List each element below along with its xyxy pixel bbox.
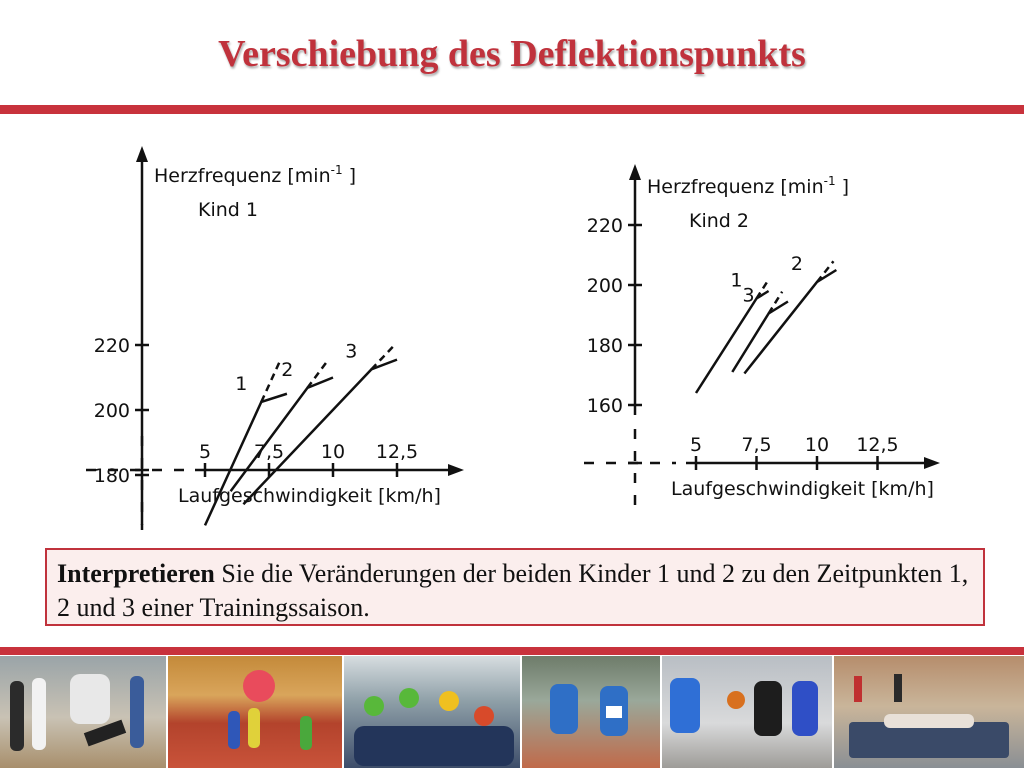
y-tick-label: 220 (94, 335, 130, 357)
chart-title: Kind 2 (689, 210, 749, 232)
photo-running (522, 656, 662, 768)
series-line-3 (242, 358, 398, 506)
series-label-1: 1 (235, 373, 247, 395)
y-axis-arrow (136, 146, 148, 162)
y-tick-label: 220 (587, 215, 623, 237)
series-label-3: 3 (345, 340, 357, 362)
y-axis-label: Herzfrequenz [min-1 ] (647, 174, 849, 198)
slide-title: Verschiebung des Deflektionspunkts (218, 33, 806, 75)
series-line-2 (743, 268, 838, 375)
series-extrapolation-1 (755, 279, 770, 300)
series-extrapolation-3 (767, 291, 784, 315)
x-tick-label: 7,5 (254, 441, 284, 463)
x-axis-arrow (448, 464, 464, 476)
series-label-2: 2 (281, 359, 293, 381)
task-box: Interpretieren Sie die Veränderungen der… (45, 548, 985, 626)
series-line-1 (694, 289, 770, 394)
x-axis-label: Laufgeschwindigkeit [km/h] (178, 485, 441, 507)
series-extrapolation-3 (370, 342, 397, 371)
x-tick-label: 5 (690, 434, 702, 456)
y-tick-label: 180 (587, 335, 623, 357)
photo-strip (0, 656, 1024, 768)
series-label-3: 3 (743, 285, 755, 307)
series-extrapolation-1 (260, 360, 282, 403)
chart-kind-2: 160 180 200 220 5 7,5 10 12,5 Herzfrequenz [min-… (584, 164, 940, 515)
chart-title: Kind 1 (198, 199, 258, 221)
bottom-rule (0, 647, 1024, 655)
y-tick-label: 160 (587, 395, 623, 417)
title-rule (0, 105, 1024, 114)
series-line-3 (731, 300, 789, 373)
y-tick-label: 200 (94, 400, 130, 422)
x-axis-label: Laufgeschwindigkeit [km/h] (671, 478, 934, 500)
x-tick-label: 12,5 (376, 441, 418, 463)
y-tick-label: 200 (587, 275, 623, 297)
series-label-2: 2 (791, 253, 803, 275)
series-extrapolation-2 (306, 359, 329, 389)
photo-gym-ball (168, 656, 344, 768)
x-axis-arrow (924, 457, 940, 469)
x-tick-label: 5 (199, 441, 211, 463)
y-tick-label: 180 (94, 465, 130, 487)
x-tick-label: 10 (321, 441, 345, 463)
photo-kids-hall (0, 656, 168, 768)
series-extrapolation-2 (816, 260, 835, 283)
task-bold: Interpretieren (57, 559, 215, 588)
task-text: Sie die Veränderungen der beiden Kinder … (57, 559, 969, 622)
x-tick-label: 7,5 (741, 434, 771, 456)
series-label-1: 1 (730, 270, 742, 292)
photo-rafting (344, 656, 522, 768)
photo-basketball (662, 656, 834, 768)
x-tick-label: 12,5 (856, 434, 898, 456)
x-tick-label: 10 (805, 434, 829, 456)
y-axis-label: Herzfrequenz [min-1 ] (154, 163, 356, 187)
y-axis-arrow (629, 164, 641, 180)
photo-exercise-mat (834, 656, 1024, 768)
